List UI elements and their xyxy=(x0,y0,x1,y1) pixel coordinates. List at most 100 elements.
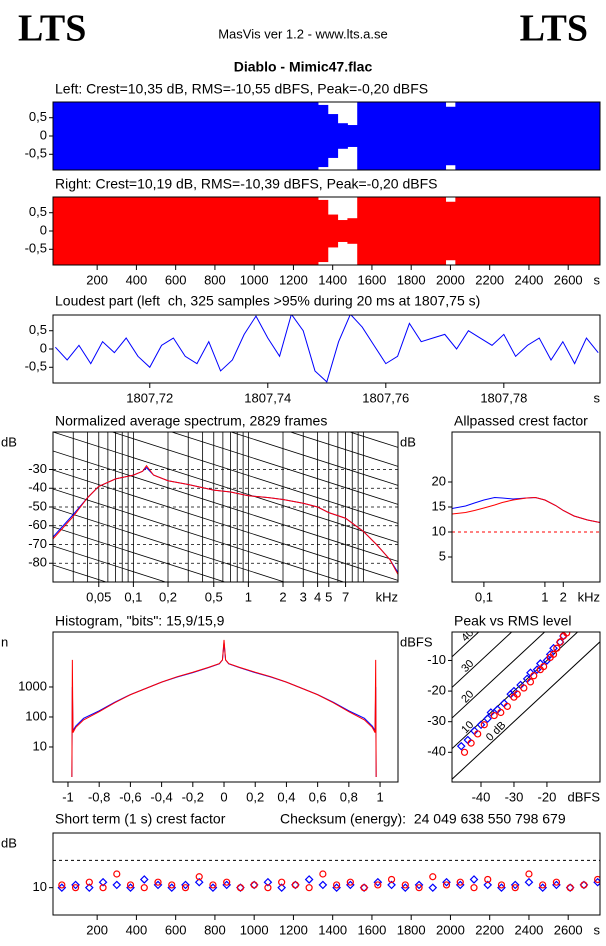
x-tick-label: 2400 xyxy=(514,922,543,937)
waveform-envelope xyxy=(121,197,133,265)
waveform-envelope xyxy=(259,102,270,170)
panel-title: Peak vs RMS level xyxy=(454,613,571,629)
x-tick-label: 0,1 xyxy=(475,589,493,604)
x-tick-label: 7 xyxy=(342,589,349,604)
point xyxy=(291,881,299,889)
waveform-envelope xyxy=(435,102,447,170)
point xyxy=(139,875,149,884)
point xyxy=(469,875,479,884)
x-tick-label: 3 xyxy=(300,589,307,604)
y-tick-label: -20 xyxy=(427,683,446,698)
waveform-envelope xyxy=(190,197,201,265)
tilt-line xyxy=(229,432,398,486)
x-tick-label: 1000 xyxy=(240,272,269,287)
x-tick-label: 2000 xyxy=(436,272,465,287)
waveform-envelope xyxy=(180,197,191,265)
plot xyxy=(71,639,377,777)
waveform-envelope xyxy=(210,102,221,170)
point xyxy=(467,739,475,747)
waveform-envelope xyxy=(160,102,172,170)
waveform-envelope xyxy=(396,102,407,170)
y-axis-label: dBFS xyxy=(400,634,433,649)
point xyxy=(556,638,564,646)
y-tick-label: 0,5 xyxy=(29,322,47,337)
x-tick-label: 4 xyxy=(314,589,321,604)
point xyxy=(503,702,511,710)
waveform-envelope xyxy=(524,102,535,170)
point xyxy=(526,678,535,686)
waveform-envelope xyxy=(347,125,358,147)
point xyxy=(415,884,423,892)
point xyxy=(545,649,555,659)
waveform-envelope xyxy=(62,102,74,170)
panel: Right: Crest=10,19 dB, RMS=-10,39 dBFS, … xyxy=(25,176,601,287)
waveform-envelope xyxy=(259,197,270,265)
waveform-envelope xyxy=(514,102,525,170)
panel: Left: Crest=10,35 dB, RMS=-10,55 dBFS, P… xyxy=(25,81,601,171)
point xyxy=(264,884,272,892)
point xyxy=(194,877,204,887)
plot-frame xyxy=(451,431,601,583)
file-name: Diablo - Mimic47.flac xyxy=(234,59,373,75)
x-tick-label: 400 xyxy=(126,272,148,287)
plot xyxy=(54,315,599,383)
point xyxy=(490,711,498,720)
waveform-envelope xyxy=(53,102,64,170)
waveform-envelope xyxy=(573,102,584,170)
x-tick-label: 0,2 xyxy=(159,589,177,604)
x-axis-label: dBFS xyxy=(567,789,600,804)
waveform-envelope xyxy=(416,197,427,265)
crest-line xyxy=(452,632,579,749)
point xyxy=(553,644,561,652)
waveform-envelope xyxy=(376,102,388,170)
panel-title: Allpassed crest factor xyxy=(454,413,588,429)
tilt-line xyxy=(53,507,286,582)
waveform-envelope xyxy=(504,197,515,265)
panel: Allpassed crest factor dB kHz 5 10 15 20 0,1 1 2 xyxy=(400,413,601,604)
plot xyxy=(53,859,600,893)
waveform-envelope xyxy=(445,201,456,261)
x-tick-label: 2 xyxy=(560,589,567,604)
plot-frame xyxy=(52,314,601,384)
x-tick-label: -0,8 xyxy=(88,789,110,804)
x-tick-label: 2600 xyxy=(554,922,583,937)
waveform-envelope xyxy=(347,218,358,244)
y-axis-label: dB xyxy=(1,434,17,449)
y-tick-label: -0,5 xyxy=(25,146,47,161)
waveform-envelope xyxy=(82,102,93,170)
x-tick-label: -1 xyxy=(62,789,74,804)
series-line xyxy=(53,464,398,575)
waveform-envelope xyxy=(504,102,515,170)
y-tick-label: 15 xyxy=(432,498,446,513)
x-tick-label: -20 xyxy=(538,789,557,804)
x-tick-label: 1400 xyxy=(318,922,347,937)
waveform-envelope xyxy=(288,197,299,265)
x-tick-label: 0,4 xyxy=(277,789,295,804)
point xyxy=(552,878,561,886)
waveform-envelope xyxy=(386,197,397,265)
y-tick-label: -40 xyxy=(28,480,47,495)
point xyxy=(304,875,314,884)
plot-area xyxy=(53,315,600,383)
waveform-envelope xyxy=(190,102,201,170)
point xyxy=(263,877,273,887)
point xyxy=(525,870,533,878)
waveform-envelope xyxy=(268,102,280,170)
y-tick-label: -0,5 xyxy=(25,359,47,374)
x-tick-label: 1807,74 xyxy=(244,390,291,405)
point xyxy=(460,748,469,756)
y-tick-label: -0,5 xyxy=(25,241,47,256)
y-tick-label: 20 xyxy=(432,473,446,488)
x-tick-label: 0,2 xyxy=(246,789,264,804)
waveform-envelope xyxy=(298,102,309,170)
waveform-envelope xyxy=(484,197,496,265)
plot xyxy=(53,102,600,170)
y-tick-label: 0,5 xyxy=(29,204,47,219)
plot-area xyxy=(452,432,600,582)
point xyxy=(484,875,492,884)
x-axis-label: kHz xyxy=(578,589,600,604)
waveform-envelope xyxy=(249,102,260,170)
waveform-envelope xyxy=(82,197,93,265)
